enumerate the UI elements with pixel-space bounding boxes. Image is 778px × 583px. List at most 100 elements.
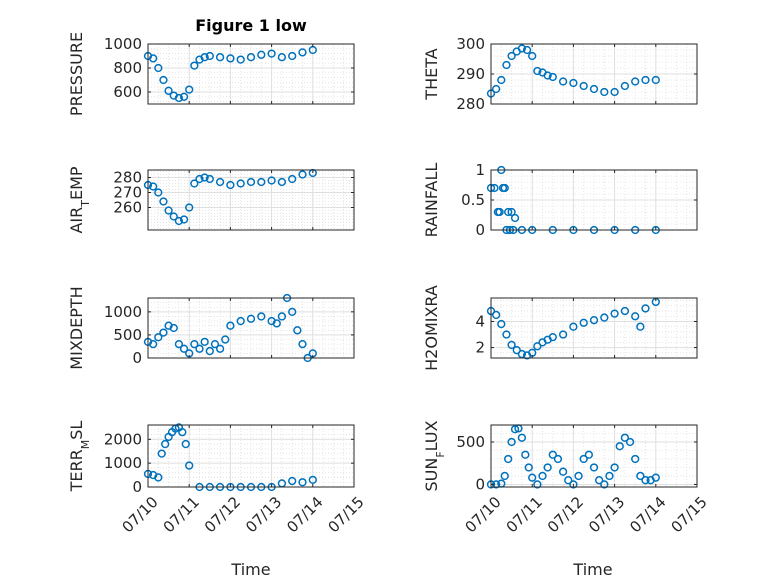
- data-point: [517, 349, 527, 359]
- data-point: [195, 344, 204, 353]
- axes-box: [147, 297, 355, 359]
- data-point: [631, 77, 640, 86]
- y-tick-label: 1000: [104, 454, 142, 472]
- data-point: [164, 86, 173, 95]
- data-point: [236, 179, 245, 188]
- x-tick-label: 07/10: [461, 493, 504, 536]
- data-point: [538, 471, 547, 481]
- data-point: [504, 207, 513, 217]
- data-point: [298, 340, 307, 349]
- y-tick-label: 1000: [104, 303, 142, 321]
- data-point: [502, 330, 511, 339]
- data-point: [521, 450, 530, 459]
- data-point: [169, 323, 178, 333]
- data-point: [159, 75, 168, 85]
- data-point: [620, 433, 630, 442]
- data-point: [548, 450, 557, 459]
- data-point: [605, 471, 614, 481]
- y-tick-label: 1000: [104, 35, 142, 53]
- subplot-1: 600 800 1000 PRESSURE: [67, 32, 355, 116]
- axes-box: [147, 43, 355, 105]
- data-point: [195, 174, 204, 184]
- y-tick-label: 290: [456, 65, 485, 83]
- y-tick-label: 0.5: [461, 191, 485, 209]
- data-point: [154, 63, 163, 73]
- data-point: [636, 322, 645, 331]
- subplot-2: 280 290 300 THETA: [422, 35, 698, 113]
- y-tick-label: 300: [456, 35, 485, 53]
- data-point: [190, 61, 199, 70]
- data-point: [288, 476, 297, 486]
- data-point: [159, 197, 168, 206]
- data-point: [625, 437, 635, 447]
- data-point: [517, 433, 527, 442]
- x-tick-label: 07/13: [242, 493, 285, 536]
- y-tick-label: 500: [113, 326, 142, 344]
- data-point: [595, 476, 604, 485]
- data-point: [651, 473, 660, 482]
- data-point: [185, 203, 194, 212]
- data-point: [236, 55, 245, 64]
- data-point: [528, 473, 537, 482]
- data-point: [589, 84, 599, 94]
- data-point: [190, 340, 199, 349]
- data-point: [277, 177, 287, 187]
- data-point: [507, 207, 516, 217]
- data-point: [246, 53, 256, 62]
- x-tick-label: 07/15: [667, 493, 710, 536]
- y-tick-label: 270: [113, 184, 142, 202]
- data-point: [181, 439, 190, 449]
- y-tick-label: 4: [475, 312, 485, 330]
- data-point: [579, 318, 588, 327]
- data-point: [272, 319, 281, 328]
- data-point: [246, 314, 256, 323]
- data-point: [200, 173, 209, 182]
- data-point: [226, 180, 235, 190]
- data-point: [641, 476, 650, 485]
- data-point: [164, 206, 173, 215]
- y-axis-label: TERRMSL: [67, 421, 92, 493]
- data-point: [215, 177, 225, 187]
- axes-box: [147, 424, 355, 488]
- data-point: [512, 346, 521, 355]
- data-point: [226, 54, 235, 63]
- data-point: [246, 177, 256, 187]
- x-tick-label: 07/15: [324, 493, 367, 536]
- data-point: [569, 480, 578, 489]
- data-point: [569, 322, 578, 331]
- y-tick-label: 0: [132, 478, 142, 496]
- y-tick-label: 0: [475, 221, 485, 239]
- data-point: [267, 49, 276, 58]
- data-point: [157, 449, 166, 458]
- data-point: [569, 78, 578, 88]
- data-point: [154, 333, 163, 342]
- data-point: [589, 463, 599, 472]
- y-axis-label: PRESSURE: [67, 32, 86, 116]
- data-point: [631, 454, 640, 464]
- data-point: [298, 170, 307, 179]
- data-point: [221, 335, 230, 344]
- data-point: [179, 92, 189, 101]
- subplot-4: 0 0.5 1 RAINFALL: [422, 161, 698, 239]
- y-tick-label: 0: [475, 475, 485, 493]
- axes-box: [490, 297, 698, 359]
- x-tick-label: 07/11: [503, 493, 546, 536]
- y-tick-label: 2: [475, 339, 485, 357]
- data-point: [308, 475, 317, 484]
- data-point: [174, 93, 184, 103]
- data-point: [548, 332, 557, 342]
- data-point: [185, 85, 194, 94]
- data-point: [161, 439, 170, 449]
- data-point: [154, 473, 163, 482]
- x-tick-label: 07/12: [201, 493, 244, 536]
- data-point: [200, 337, 209, 346]
- data-point: [298, 478, 307, 487]
- x-tick-label: 07/14: [283, 493, 326, 536]
- data-point: [277, 53, 287, 62]
- data-point: [497, 319, 506, 329]
- data-point: [288, 174, 297, 184]
- subplot-5: 0 500 1000 MIXDEPTH: [67, 286, 355, 370]
- data-point: [579, 454, 588, 464]
